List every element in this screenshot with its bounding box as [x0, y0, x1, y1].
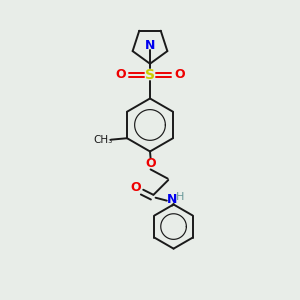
Text: N: N	[145, 39, 155, 52]
Text: H: H	[176, 192, 184, 202]
Text: O: O	[115, 68, 126, 81]
Text: O: O	[174, 68, 185, 81]
Text: O: O	[145, 157, 156, 170]
Text: N: N	[167, 193, 177, 206]
Text: S: S	[145, 68, 155, 82]
Text: CH₃: CH₃	[94, 135, 113, 145]
Text: O: O	[131, 181, 142, 194]
